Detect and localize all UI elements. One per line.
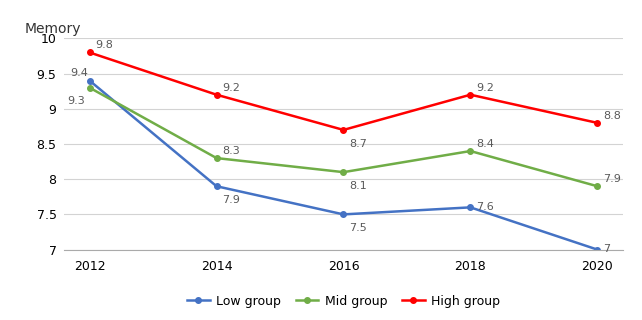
Line: Mid group: Mid group <box>87 85 600 189</box>
Mid group <box>467 149 474 153</box>
High group <box>467 93 474 97</box>
Mid group <box>593 184 601 188</box>
High group <box>593 121 601 125</box>
Low group <box>213 184 220 188</box>
Mid group <box>213 156 220 160</box>
Text: 9.3: 9.3 <box>67 96 85 106</box>
Text: 8.3: 8.3 <box>222 146 240 156</box>
High group <box>86 51 94 54</box>
Line: High group: High group <box>87 50 600 133</box>
Mid group <box>340 170 347 174</box>
Text: 8.1: 8.1 <box>349 181 367 191</box>
Text: 7.9: 7.9 <box>222 195 240 205</box>
Text: 7: 7 <box>603 244 610 254</box>
Text: Memory: Memory <box>25 21 82 36</box>
Text: 7.5: 7.5 <box>349 223 367 233</box>
Line: Low group: Low group <box>87 78 600 252</box>
Text: 9.8: 9.8 <box>95 40 113 50</box>
Low group <box>467 205 474 209</box>
High group <box>213 93 220 97</box>
Text: 7.6: 7.6 <box>476 202 494 212</box>
Text: 7.9: 7.9 <box>603 174 621 184</box>
Legend: Low group, Mid group, High group: Low group, Mid group, High group <box>182 290 505 313</box>
Text: 8.7: 8.7 <box>349 139 367 148</box>
Text: 9.4: 9.4 <box>70 68 88 78</box>
Mid group <box>86 86 94 90</box>
Text: 8.8: 8.8 <box>603 111 621 121</box>
Low group <box>593 248 601 252</box>
Text: 9.2: 9.2 <box>222 83 240 92</box>
Low group <box>340 212 347 216</box>
Low group <box>86 79 94 83</box>
High group <box>340 128 347 132</box>
Text: 8.4: 8.4 <box>476 139 494 149</box>
Text: 9.2: 9.2 <box>476 83 494 92</box>
